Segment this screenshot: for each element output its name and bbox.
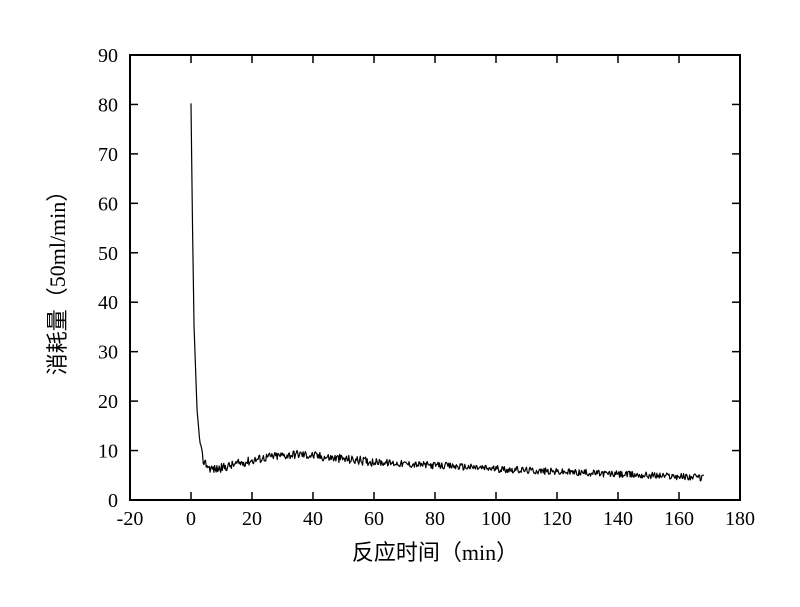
y-tick-label: 10 [98, 441, 118, 463]
y-tick-label: 90 [98, 45, 118, 67]
x-axis-label: 反应时间（min） [352, 540, 518, 565]
y-tick-label: 40 [98, 292, 118, 314]
x-tick-label: 80 [425, 508, 445, 530]
x-tick-label: 160 [664, 508, 694, 530]
chart-container: -200204060801001201401601800102030405060… [0, 0, 800, 607]
x-tick-label: -20 [117, 508, 144, 530]
y-tick-label: 50 [98, 243, 118, 265]
y-tick-label: 70 [98, 144, 118, 166]
y-tick-label: 20 [98, 391, 118, 413]
x-tick-label: 20 [242, 508, 262, 530]
x-tick-label: 120 [542, 508, 572, 530]
x-tick-label: 100 [481, 508, 511, 530]
consumption-chart: -200204060801001201401601800102030405060… [0, 0, 800, 607]
x-tick-label: 60 [364, 508, 384, 530]
x-tick-label: 40 [303, 508, 323, 530]
x-tick-label: 180 [725, 508, 755, 530]
y-tick-label: 0 [108, 490, 118, 512]
x-tick-label: 140 [603, 508, 633, 530]
y-tick-label: 30 [98, 342, 118, 364]
x-tick-label: 0 [186, 508, 196, 530]
y-tick-label: 60 [98, 193, 118, 215]
y-axis-label: 消耗量（50ml/min） [45, 180, 70, 376]
y-tick-label: 80 [98, 94, 118, 116]
